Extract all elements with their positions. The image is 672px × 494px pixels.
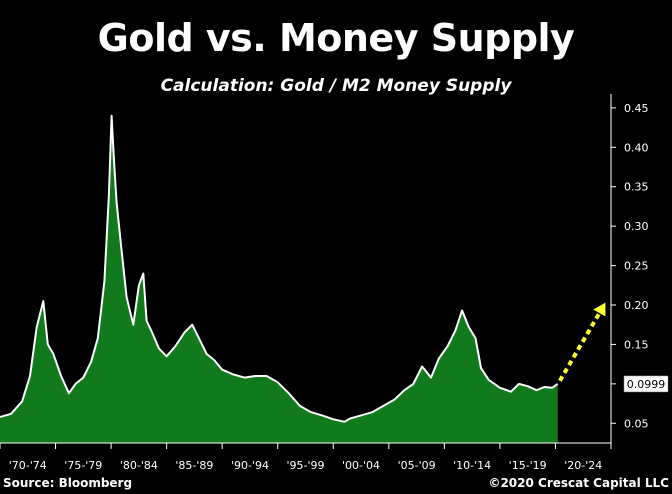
- x-tick-label: '20-'24: [564, 459, 602, 472]
- projection-arrow-head: [593, 302, 606, 317]
- source-note: Source: Bloomberg: [3, 476, 133, 490]
- y-tick-label: 0.05: [624, 417, 649, 430]
- x-tick-label: '10-'14: [453, 459, 491, 472]
- y-tick-label: 0.30: [624, 220, 649, 233]
- y-tick-label: 0.25: [624, 260, 649, 273]
- x-tick-label: '70-'74: [9, 459, 47, 472]
- series-line: [0, 114, 559, 423]
- x-tick-label: '05-'09: [398, 459, 436, 472]
- x-tick-label: '85-'89: [175, 459, 213, 472]
- copyright-note: ©2020 Crescat Capital LLC: [488, 476, 669, 490]
- chart-title: Gold vs. Money Supply: [97, 16, 575, 60]
- y-tick-label: 0.35: [624, 181, 649, 194]
- x-tick-label: '95-'99: [286, 459, 324, 472]
- y-tick-label: 0.40: [624, 141, 649, 154]
- series-area: [0, 115, 558, 444]
- x-tick-label: '90-'94: [231, 459, 269, 472]
- y-tick-label: 0.45: [624, 102, 649, 115]
- last-value-box: [623, 375, 669, 393]
- y-tick-label: 0.15: [624, 338, 649, 351]
- x-tick-label: '15-'19: [509, 459, 547, 472]
- chart-subtitle: Calculation: Gold / M2 Money Supply: [160, 76, 512, 96]
- projection-arrow-shaft: [558, 312, 602, 382]
- y-tick-label: 0.20: [624, 299, 649, 312]
- x-tick-label: '75-'79: [64, 459, 102, 472]
- x-tick-label: '00-'04: [342, 459, 380, 472]
- x-tick-label: '80-'84: [120, 459, 158, 472]
- last-value-label: 0.0999: [627, 378, 666, 391]
